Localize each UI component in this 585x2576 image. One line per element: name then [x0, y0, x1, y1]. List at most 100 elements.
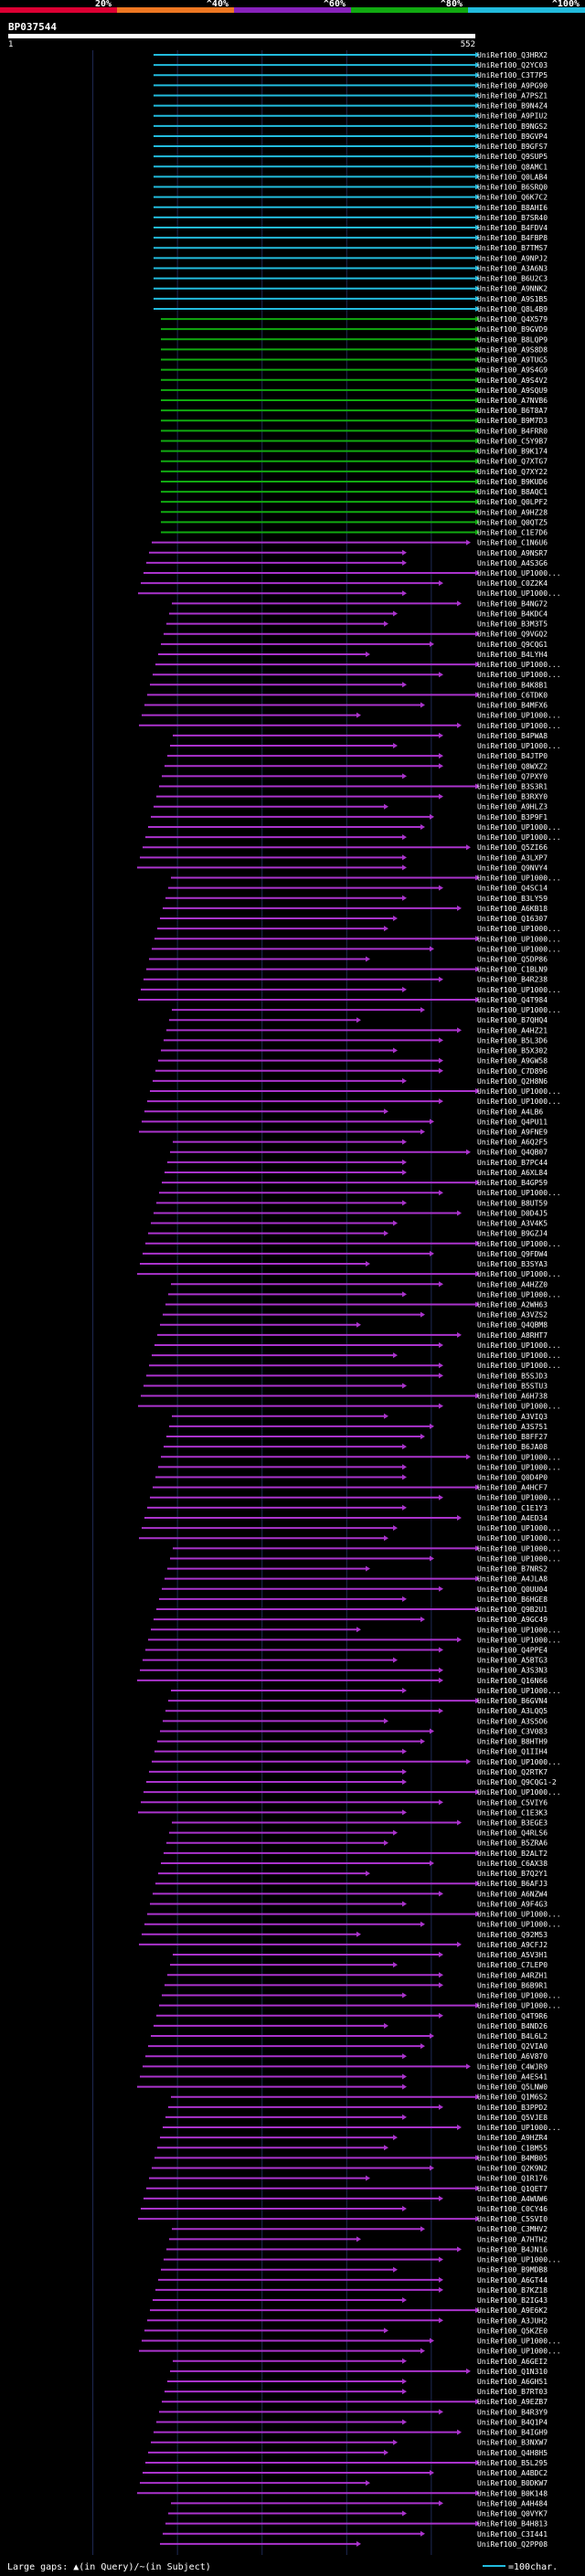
hit-end-marker [384, 2449, 388, 2455]
hit-end-marker [402, 2510, 407, 2517]
hit-end-marker [475, 285, 480, 292]
hit-label: UniRef100_A6XL84 [477, 1169, 548, 1177]
hit-label: UniRef100_B5X302 [477, 1047, 548, 1055]
hit-end-marker [402, 1464, 407, 1470]
hit-end-marker [402, 2419, 407, 2425]
hit-end-marker [475, 1545, 480, 1552]
hit-end-marker [384, 1413, 388, 1419]
hit-end-marker [420, 1738, 425, 1744]
hit-label: UniRef100_Q0D4P0 [477, 1474, 548, 1482]
hit-end-marker [430, 1860, 434, 1866]
hit-end-marker [457, 2125, 462, 2131]
hit-label: UniRef100_UP1000... [477, 1534, 561, 1542]
hit-end-marker [475, 184, 480, 190]
hit-end-marker [439, 1098, 443, 1105]
hit-end-marker [366, 956, 370, 962]
hit-end-marker [475, 255, 480, 261]
hit-label: UniRef100_UP1000... [477, 1911, 561, 1919]
hit-label: UniRef100_Q5ZI66 [477, 843, 548, 852]
hit-end-marker [439, 1677, 443, 1683]
hit-label: UniRef100_A6H738 [477, 1393, 548, 1401]
hit-label: UniRef100_A9EZB7 [477, 2398, 548, 2406]
hit-label: UniRef100_B4GP59 [477, 1179, 548, 1187]
hit-end-marker [393, 1220, 398, 1226]
hit-end-marker [475, 458, 480, 464]
hit-end-marker [475, 570, 480, 577]
hit-label: UniRef100_A9E6K2 [477, 2306, 548, 2315]
hit-end-marker [430, 946, 434, 952]
hit-label: UniRef100_A4H484 [477, 2499, 548, 2507]
hit-label: UniRef100_UP1000... [477, 2124, 561, 2132]
hit-label: UniRef100_UP1000... [477, 875, 561, 883]
hit-end-marker [439, 1281, 443, 1288]
hit-label: UniRef100_A5BTG3 [477, 1657, 548, 1665]
hit-end-marker [420, 1921, 425, 1927]
hit-label: UniRef100_B5L3D6 [477, 1036, 548, 1044]
hit-end-marker [475, 1484, 480, 1490]
hit-end-marker [475, 102, 480, 109]
hit-end-marker [475, 2307, 480, 2314]
hit-end-marker [439, 1667, 443, 1673]
hit-label: UniRef100_A3A6N3 [477, 264, 548, 272]
hit-end-marker [420, 1007, 425, 1013]
hit-label: UniRef100_Q2K9N2 [477, 2165, 548, 2173]
hit-label: UniRef100_A9S1B5 [477, 295, 548, 303]
hit-end-marker [402, 1444, 407, 1450]
hit-label: UniRef100_C0Z2K4 [477, 579, 548, 588]
hit-label: UniRef100_A9HZ28 [477, 508, 548, 516]
hit-end-marker [439, 2276, 443, 2283]
hit-end-marker [475, 356, 480, 363]
hit-end-marker [475, 164, 480, 170]
hit-end-marker [430, 2165, 434, 2171]
hit-label: UniRef100_B6JA08 [477, 1443, 548, 1451]
hit-end-marker [457, 1027, 462, 1034]
hit-label: UniRef100_B7NRS2 [477, 1565, 548, 1574]
hit-label: UniRef100_Q0UU04 [477, 1585, 548, 1594]
hit-label: UniRef100_UP1000... [477, 935, 561, 943]
hit-label: UniRef100_B6SRQ0 [477, 184, 548, 192]
hit-end-marker [439, 1341, 443, 1348]
hit-end-marker [475, 366, 480, 373]
hit-end-marker [402, 854, 407, 861]
hit-end-marker [356, 1017, 361, 1023]
hit-end-marker [420, 1617, 425, 1623]
hit-label: UniRef100_UP1000... [477, 671, 561, 679]
hit-label: UniRef100_A4LB6 [477, 1108, 543, 1116]
hit-label: UniRef100_A6KB18 [477, 905, 548, 913]
hit-end-marker [420, 1129, 425, 1135]
hit-label: UniRef100_B4KDC4 [477, 610, 548, 618]
hit-end-marker [439, 1067, 443, 1074]
hit-label: UniRef100_A9S4G9 [477, 366, 548, 375]
hit-label: UniRef100_Q0LPF2 [477, 498, 548, 506]
hit-end-marker [366, 1565, 370, 1572]
hit-end-marker [475, 336, 480, 343]
hit-label: UniRef100_A4RZH1 [477, 1971, 548, 1979]
hit-end-marker [402, 1291, 407, 1298]
hit-label: UniRef100_C1E7D6 [477, 529, 548, 537]
hit-end-marker [439, 1799, 443, 1806]
hit-end-marker [439, 1190, 443, 1196]
hit-label: UniRef100_A9F4G3 [477, 1900, 548, 1908]
hit-end-marker [475, 2459, 480, 2465]
hit-end-marker [439, 1362, 443, 1369]
hit-label: UniRef100_Q1QET7 [477, 2185, 548, 2193]
hit-label: UniRef100_A9HZR4 [477, 2134, 548, 2142]
hit-end-marker [439, 753, 443, 759]
hit-label: UniRef100_B8AHI6 [477, 204, 548, 212]
hit-label: UniRef100_A6GT44 [477, 2276, 548, 2284]
hit-label: UniRef100_B3M3T5 [477, 620, 548, 629]
hit-label: UniRef100_Q4T9R6 [477, 2012, 548, 2020]
hit-label: UniRef100_Q0QTZ5 [477, 518, 548, 526]
hit-end-marker [475, 2185, 480, 2191]
hit-label: UniRef100_B8UT59 [477, 1199, 548, 1207]
hit-end-marker [439, 793, 443, 800]
hit-label: UniRef100_C5VIY6 [477, 1798, 548, 1807]
hit-label: UniRef100_UP1000... [477, 945, 561, 953]
hit-label: UniRef100_UP1000... [477, 823, 561, 832]
hit-label: UniRef100_B2ALT2 [477, 1850, 548, 1858]
hit-label: UniRef100_B4FRR0 [477, 427, 548, 435]
hit-label: UniRef100_Q5LNW0 [477, 2083, 548, 2092]
hit-end-marker [475, 783, 480, 790]
hit-label: UniRef100_A6V870 [477, 2052, 548, 2061]
query-start-label: 1 [8, 40, 13, 49]
